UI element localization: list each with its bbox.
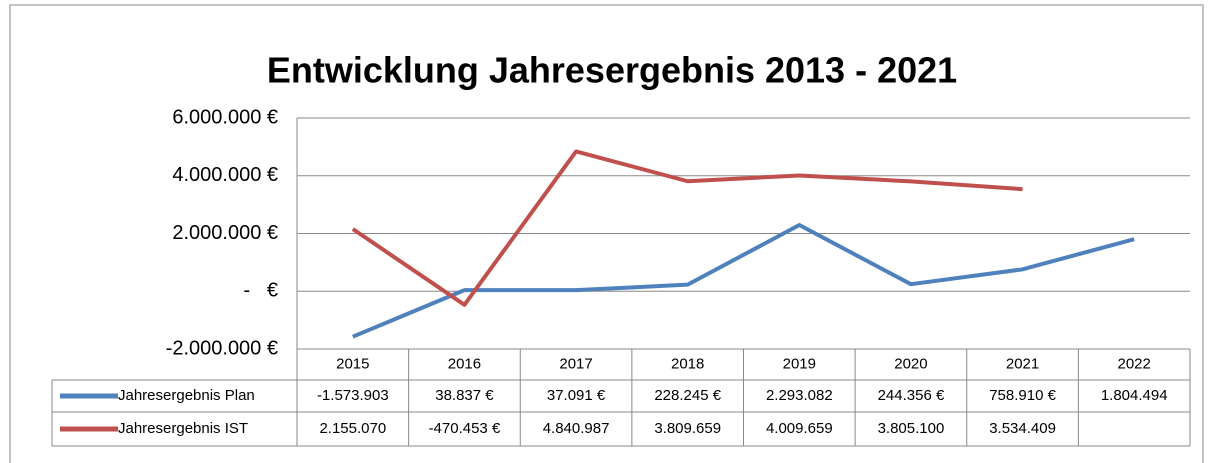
y-tick-label: 2.000.000 € (172, 222, 278, 244)
x-tick-label: 2018 (671, 355, 704, 372)
series-line (352, 223, 1135, 339)
table-value: 37.091 € (547, 387, 606, 404)
y-tick-label: -2.000.000 € (166, 337, 278, 359)
x-tick-label: 2016 (448, 355, 481, 372)
x-tick-label: 2021 (1006, 355, 1039, 372)
y-tick-label: - € (244, 280, 278, 302)
x-tick-label: 2017 (559, 355, 592, 372)
table-value: 244.356 € (878, 387, 945, 404)
y-tick-label: 6.000.000 € (172, 106, 278, 128)
table-value: 4.840.987 (543, 420, 610, 437)
table-value: 3.534.409 (989, 420, 1056, 437)
table-value: 4.009.659 (766, 420, 833, 437)
legend-label: Jahresergebnis Plan (118, 387, 255, 404)
table-value: 3.805.100 (878, 420, 945, 437)
table-value: 2.155.070 (319, 420, 386, 437)
table-value: 2.293.082 (766, 387, 833, 404)
table-value: 38.837 € (435, 387, 494, 404)
x-tick-label: 2022 (1118, 355, 1151, 372)
legend-label: Jahresergebnis IST (118, 420, 248, 437)
x-tick-label: 2019 (783, 355, 816, 372)
table-value: 1.804.494 (1101, 387, 1168, 404)
table-value: -470.453 € (429, 420, 501, 437)
table-value: 758.910 € (989, 387, 1056, 404)
y-tick-label: 4.000.000 € (172, 164, 278, 186)
chart-title: Entwicklung Jahresergebnis 2013 - 2021 (267, 50, 957, 91)
x-tick-label: 2015 (336, 355, 369, 372)
table-value: -1.573.903 (317, 387, 389, 404)
table-value: 228.245 € (654, 387, 721, 404)
table-value: 3.809.659 (654, 420, 721, 437)
series-line (351, 149, 1023, 307)
x-tick-label: 2020 (894, 355, 927, 372)
